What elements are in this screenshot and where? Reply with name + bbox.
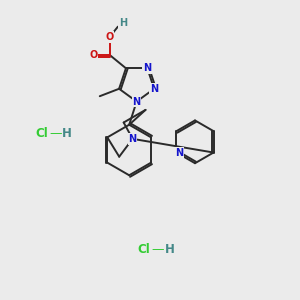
Text: N: N bbox=[150, 84, 158, 94]
Text: N: N bbox=[143, 63, 152, 73]
Text: H: H bbox=[62, 127, 72, 140]
Text: —: — bbox=[49, 127, 62, 140]
Text: H: H bbox=[164, 243, 174, 256]
Text: —: — bbox=[152, 243, 164, 256]
Text: N: N bbox=[128, 134, 136, 144]
Text: N: N bbox=[176, 148, 184, 158]
Text: O: O bbox=[106, 32, 114, 42]
Text: H: H bbox=[119, 18, 127, 28]
Text: O: O bbox=[89, 50, 98, 60]
Text: N: N bbox=[133, 97, 141, 106]
Text: Cl: Cl bbox=[138, 243, 150, 256]
Text: Cl: Cl bbox=[35, 127, 48, 140]
